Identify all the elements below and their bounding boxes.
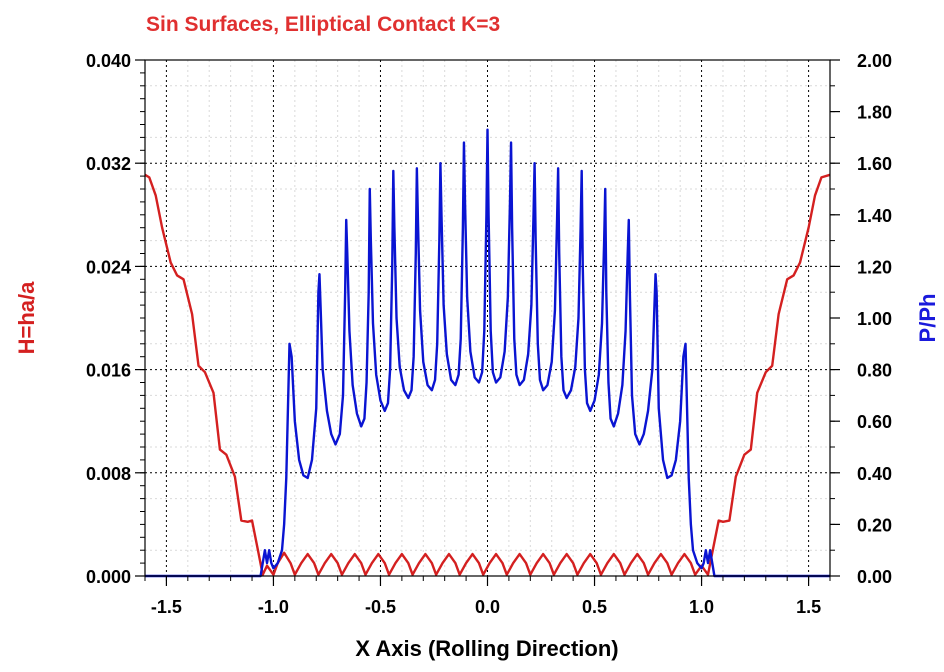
x-tick-label: 1.5 xyxy=(796,597,821,617)
x-tick-label: -1.5 xyxy=(151,597,182,617)
y-right-tick-label: 0.20 xyxy=(857,515,892,535)
x-tick-label: -1.0 xyxy=(258,597,289,617)
y-right-tick-label: 1.40 xyxy=(857,206,892,226)
y-left-tick-label: 0.032 xyxy=(86,154,131,174)
y-left-tick-label: 0.040 xyxy=(86,51,131,71)
y-axis-left-label: H=ha/a xyxy=(14,281,39,355)
y-right-tick-label: 1.60 xyxy=(857,154,892,174)
x-tick-label: 1.0 xyxy=(689,597,714,617)
y-right-tick-label: 1.00 xyxy=(857,309,892,329)
chart-title: Sin Surfaces, Elliptical Contact K=3 xyxy=(146,13,500,36)
y-right-tick-label: 0.40 xyxy=(857,464,892,484)
y-right-tick-label: 0.60 xyxy=(857,412,892,432)
y-left-tick-label: 0.016 xyxy=(86,361,131,381)
y-right-tick-label: 0.00 xyxy=(857,567,892,587)
y-left-tick-label: 0.024 xyxy=(86,257,131,277)
series-layer xyxy=(144,128,831,578)
y-axis-right-label: P/Ph xyxy=(915,294,940,343)
y-left-tick-label: 0.000 xyxy=(86,567,131,587)
series-line-gap xyxy=(144,173,831,576)
y-right-tick-label: 1.20 xyxy=(857,257,892,277)
series-line-pressure xyxy=(145,128,830,578)
axis-layer: -1.5 -1.0 -0.5 0.0 0.5 1.0 1.5 0.000 0.008 0.016 0… xyxy=(86,51,892,617)
y-right-tick-label: 1.80 xyxy=(857,103,892,123)
x-tick-label: 0.5 xyxy=(582,597,607,617)
x-tick-label: 0.0 xyxy=(475,597,500,617)
y-right-tick-label: 2.00 xyxy=(857,51,892,71)
x-axis-label: X Axis (Rolling Direction) xyxy=(355,636,618,661)
x-tick-label: -0.5 xyxy=(365,597,396,617)
y-left-tick-label: 0.008 xyxy=(86,464,131,484)
y-right-tick-label: 0.80 xyxy=(857,361,892,381)
